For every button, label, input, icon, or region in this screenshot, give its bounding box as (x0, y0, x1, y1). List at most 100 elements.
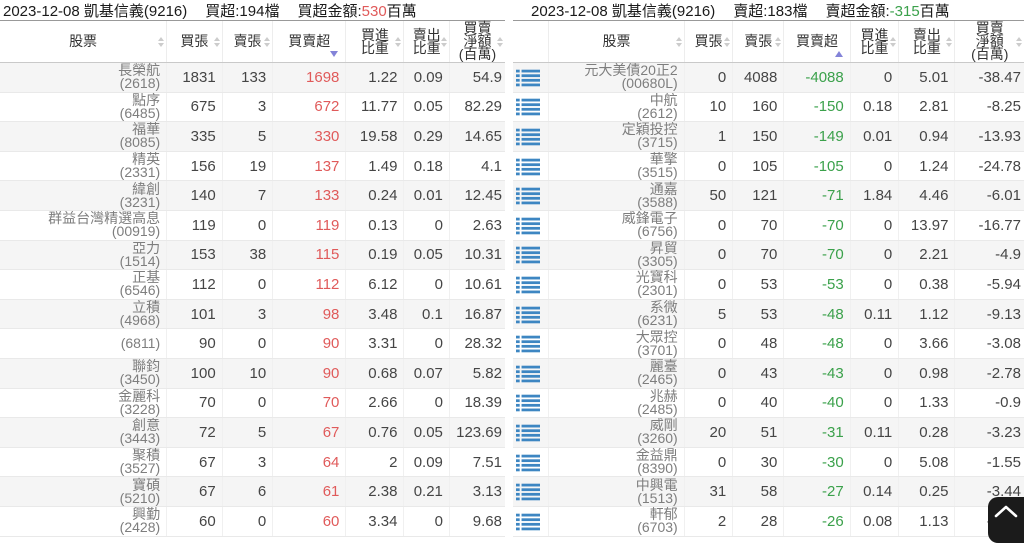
table-row[interactable]: 通嘉 (3588) 50 121 -71 1.84 4.46 -6.01 (513, 180, 1024, 211)
col-header-net-amount[interactable]: 買賣 淨額 (百萬) (449, 21, 505, 63)
table-row[interactable]: 中興電 (1513) 31 58 -27 0.14 0.25 -3.44 (513, 476, 1024, 507)
list-detail-icon[interactable] (516, 158, 540, 176)
stock-cell[interactable]: (6811) (0, 328, 168, 359)
table-row[interactable]: (6811) 90 0 90 3.31 0 28.32 (0, 328, 505, 359)
col-header-sell-ratio[interactable]: 賣出 比重 (898, 21, 956, 63)
row-detail-cell[interactable] (513, 358, 550, 389)
list-detail-icon[interactable] (516, 217, 540, 235)
stock-cell[interactable]: 福華 (8085) (0, 121, 168, 152)
stock-cell[interactable]: 聯鈞 (3450) (0, 358, 168, 389)
stock-cell[interactable]: 軒郁 (6703) (548, 506, 685, 537)
table-row[interactable]: 聯鈞 (3450) 100 10 90 0.68 0.07 5.82 (0, 358, 505, 389)
stock-name[interactable]: 立積 (132, 299, 161, 316)
stock-cell[interactable]: 光寶科 (2301) (548, 269, 685, 300)
list-detail-icon[interactable] (516, 454, 540, 472)
stock-cell[interactable]: 昇貿 (3305) (548, 240, 685, 271)
row-detail-cell[interactable] (513, 417, 550, 448)
table-row[interactable]: 威鋒電子 (6756) 0 70 -70 0 13.97 -16.77 (513, 210, 1024, 241)
table-row[interactable]: 興勤 (2428) 60 0 60 3.34 0 9.68 (0, 506, 505, 537)
stock-name[interactable]: 定穎投控 (621, 121, 678, 138)
list-detail-icon[interactable] (516, 306, 540, 324)
stock-cell[interactable]: 金益鼎 (8390) (548, 447, 685, 478)
stock-name[interactable]: 通嘉 (649, 180, 678, 197)
stock-cell[interactable]: 大眾控 (3701) (548, 328, 685, 359)
stock-name[interactable]: 福華 (132, 121, 161, 138)
col-header-buy-ratio[interactable]: 買進 比重 (345, 21, 405, 63)
stock-cell[interactable]: 中興電 (1513) (548, 476, 685, 507)
col-header-stock[interactable]: 股票 (0, 21, 168, 63)
stock-name[interactable]: 兆赫 (649, 388, 678, 404)
col-header-net-volume[interactable]: 買賣超 (272, 21, 347, 63)
col-header-buy-volume[interactable]: 買張 (166, 21, 223, 63)
row-detail-cell[interactable] (513, 92, 550, 123)
stock-cell[interactable]: 聚積 (3527) (0, 447, 168, 478)
stock-cell[interactable]: 威剛 (3260) (548, 417, 685, 448)
stock-cell[interactable]: 麗臺 (2465) (548, 358, 685, 389)
stock-cell[interactable]: 創意 (3443) (0, 417, 168, 448)
stock-name[interactable]: 威剛 (649, 417, 678, 434)
row-detail-cell[interactable] (513, 240, 550, 271)
row-detail-cell[interactable] (513, 121, 550, 152)
stock-name[interactable]: 華擎 (649, 151, 678, 168)
stock-name[interactable]: 軒郁 (649, 506, 678, 523)
stock-name[interactable]: 昇貿 (649, 240, 678, 256)
stock-name[interactable]: 中航 (649, 92, 678, 108)
list-detail-icon[interactable] (516, 128, 540, 146)
stock-cell[interactable]: 緯創 (3231) (0, 180, 168, 211)
stock-name[interactable]: 大眾控 (635, 328, 678, 345)
stock-name[interactable]: 創意 (132, 417, 161, 434)
stock-name[interactable]: 精英 (132, 151, 161, 168)
table-row[interactable]: 長榮航 (2618) 1831 133 1698 1.22 0.09 54.9 (0, 62, 505, 93)
stock-name[interactable]: 點序 (132, 92, 161, 108)
stock-name[interactable]: 亞力 (132, 240, 161, 256)
table-row[interactable]: 金麗科 (3228) 70 0 70 2.66 0 18.39 (0, 388, 505, 419)
stock-cell[interactable]: 定穎投控 (3715) (548, 121, 685, 152)
row-detail-cell[interactable] (513, 151, 550, 182)
col-header-sell-volume[interactable]: 賣張 (222, 21, 274, 63)
table-row[interactable]: 群益台灣精選高息 (00919) 119 0 119 0.13 0 2.63 (0, 210, 505, 241)
table-row[interactable]: 華擎 (3515) 0 105 -105 0 1.24 -24.78 (513, 151, 1024, 182)
stock-name[interactable]: 正基 (132, 269, 161, 286)
col-header-net-volume[interactable]: 買賣超 (783, 21, 851, 63)
stock-name[interactable]: 中興電 (635, 476, 678, 493)
table-row[interactable]: 系微 (6231) 5 53 -48 0.11 1.12 -9.13 (513, 299, 1024, 330)
stock-cell[interactable]: 兆赫 (2485) (548, 388, 685, 419)
table-row[interactable]: 亞力 (1514) 153 38 115 0.19 0.05 10.31 (0, 240, 505, 271)
table-row[interactable]: 軒郁(6703) 2 28 -26 0.08 1.13 -8.65 (513, 506, 1024, 537)
row-detail-cell[interactable] (513, 447, 550, 478)
table-row[interactable]: 緯創 (3231) 140 7 133 0.24 0.01 12.45 (0, 180, 505, 211)
list-detail-icon[interactable] (516, 276, 540, 294)
table-row[interactable]: 聚積 (3527) 67 3 64 2 0.09 7.51 (0, 447, 505, 478)
table-row[interactable]: 威剛 (3260) 20 51 -31 0.11 0.28 -3.23 (513, 417, 1024, 448)
row-detail-cell[interactable] (513, 328, 550, 359)
stock-name[interactable]: 威鋒電子 (621, 210, 678, 227)
col-header-buy-ratio[interactable]: 買進 比重 (850, 21, 900, 63)
stock-name[interactable]: 金益鼎 (635, 447, 678, 464)
col-header-net-amount[interactable]: 買賣 淨額 (百萬) (954, 21, 1024, 63)
list-detail-icon[interactable] (516, 98, 540, 116)
stock-name[interactable]: 光寶科 (635, 269, 678, 286)
stock-cell[interactable]: 群益台灣精選高息 (00919) (0, 210, 168, 241)
row-detail-cell[interactable] (513, 476, 550, 507)
stock-cell[interactable]: 系微 (6231) (548, 299, 685, 330)
table-row[interactable]: 正基 (6546) 112 0 112 6.12 0 10.61 (0, 269, 505, 300)
stock-cell[interactable]: 威鋒電子 (6756) (548, 210, 685, 241)
stock-name[interactable]: 系微 (649, 299, 678, 316)
list-detail-icon[interactable] (516, 335, 540, 353)
stock-cell[interactable]: 長榮航 (2618) (0, 62, 168, 93)
col-header-buy-volume[interactable]: 買張 (684, 21, 734, 63)
stock-cell[interactable]: 中航 (2612) (548, 92, 685, 123)
table-row[interactable]: 精英 (2331) 156 19 137 1.49 0.18 4.1 (0, 151, 505, 182)
stock-cell[interactable]: 元大美債20正2 (00680L) (548, 62, 685, 93)
row-detail-cell[interactable] (513, 388, 550, 419)
scroll-to-top-button[interactable] (988, 497, 1024, 543)
table-row[interactable]: 福華 (8085) 335 5 330 19.58 0.29 14.65 (0, 121, 505, 152)
col-header-stock[interactable]: 股票 (548, 21, 685, 63)
table-row[interactable]: 中航 (2612) 10 160 -150 0.18 2.81 -8.25 (513, 92, 1024, 123)
list-detail-icon[interactable] (516, 187, 540, 205)
stock-cell[interactable]: 立積 (4968) (0, 299, 168, 330)
table-row[interactable]: 麗臺 (2465) 0 43 -43 0 0.98 -2.78 (513, 358, 1024, 389)
table-row[interactable]: 點序 (6485) 675 3 672 11.77 0.05 82.29 (0, 92, 505, 123)
row-detail-cell[interactable] (513, 269, 550, 300)
stock-cell[interactable]: 金麗科 (3228) (0, 388, 168, 419)
